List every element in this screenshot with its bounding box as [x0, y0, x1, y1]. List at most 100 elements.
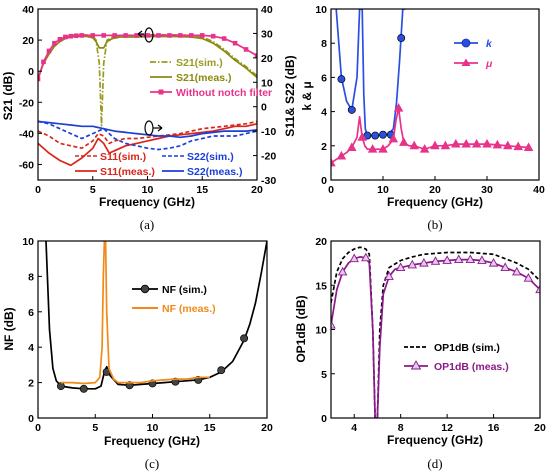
panel-d-ticks: 4 8 12 16 20 0 5 10 15 20	[315, 236, 546, 434]
legend-marker-op-meas	[410, 360, 422, 370]
data-point-without-notch-filter	[210, 33, 216, 39]
y-right-tick-label: 0	[261, 102, 267, 114]
y-right-tick-label: 20	[261, 53, 273, 65]
panel-d-frame	[330, 240, 541, 419]
data-point-op1db-meas-	[488, 257, 499, 267]
panel-b-plot-layer	[331, 9, 534, 167]
panel-b-xlabel: Frequency (GHz)	[387, 195, 483, 209]
data-point--	[461, 138, 471, 148]
data-point-nf-sim-	[217, 366, 226, 375]
data-point-k	[337, 75, 346, 84]
panel-b-ylabel: k & μ	[300, 81, 314, 110]
x-tick-label: 0	[35, 422, 41, 434]
series-line-k	[335, 9, 406, 137]
data-point-op1db-meas-	[337, 266, 348, 276]
data-point-without-notch-filter	[101, 33, 106, 38]
panel-d-legend: OP1dB (sim.) OP1dB (meas.)	[404, 342, 509, 373]
y-tick-label: 4	[321, 107, 327, 119]
data-point-op1db-meas-	[535, 284, 540, 294]
y-right-tick-label: 30	[261, 28, 273, 40]
panel-a-right-axis-arrow	[144, 120, 163, 136]
data-point-without-notch-filter	[46, 48, 52, 54]
x-tick-label: 20	[261, 422, 273, 434]
x-tick-label: 8	[398, 422, 404, 434]
data-point-without-notch-filter	[79, 33, 85, 38]
panel-b-chart: 0 10 20 30 40 0 2 4 6 8 10 Frequency (GHz) (b) k &…	[300, 4, 545, 232]
data-point--	[482, 138, 492, 148]
data-point-op1db-meas-	[442, 255, 452, 264]
legend-marker-k	[461, 38, 471, 48]
panel-b-caption: (b)	[427, 217, 442, 232]
panel-d-ylabel: OP1dB (dB)	[294, 295, 308, 362]
panel-a-legend-bottom: S11(sim.) S22(sim.) S11(meas.) S22(meas.…	[75, 151, 242, 178]
panel-c-legend: NF (sim.) NF (meas.)	[132, 284, 216, 315]
data-point-without-notch-filter	[167, 33, 172, 38]
data-point--	[331, 157, 336, 167]
x-tick-label: 10	[377, 184, 389, 196]
panel-a-plot-layer	[38, 33, 257, 167]
data-point-without-notch-filter	[243, 47, 249, 52]
data-point-without-notch-filter	[178, 33, 183, 38]
panel-a-left-axis-arrow	[137, 27, 154, 43]
legend-label-s22-sim: S22(sim.)	[187, 151, 234, 163]
x-tick-label: 5	[92, 422, 98, 434]
data-point--	[378, 144, 388, 153]
data-point--	[523, 142, 534, 151]
y-tick-label: 2	[28, 378, 34, 390]
legend-label-s22-meas: S22(meas.)	[187, 166, 242, 178]
data-point--	[430, 140, 440, 150]
panel-c-frame	[37, 240, 268, 419]
x-tick-label: 0	[328, 184, 334, 196]
panel-d-plot-layer	[331, 246, 540, 418]
y-tick-label: 8	[28, 271, 34, 283]
panel-d-caption: (d)	[427, 456, 442, 471]
data-point-without-notch-filter	[134, 33, 139, 38]
data-point--	[409, 140, 419, 150]
legend-label-mu: μ	[485, 58, 493, 70]
y-tick-label: 2	[321, 141, 327, 153]
series-line-s22-meas-	[38, 120, 257, 139]
y-tick-label: 0	[28, 413, 34, 425]
data-point-without-notch-filter	[57, 37, 63, 42]
x-tick-label: 30	[481, 184, 493, 196]
y-right-tick-label: -20	[261, 151, 276, 163]
y-tick-label: 4	[28, 342, 34, 354]
x-tick-label: 16	[488, 422, 500, 434]
data-point-without-notch-filter	[38, 76, 41, 82]
data-point-op1db-meas-	[419, 257, 429, 267]
y-tick-label: 8	[321, 38, 327, 50]
panel-a-ylabel-left: S21 (dB)	[1, 72, 15, 121]
panel-a-caption: (a)	[140, 217, 154, 232]
data-point-op1db-meas-	[512, 266, 522, 276]
data-point-k	[371, 131, 380, 140]
data-point-without-notch-filter	[156, 33, 161, 38]
legend-label-s11-sim: S11(sim.)	[100, 151, 146, 163]
x-tick-label: 0	[35, 184, 41, 196]
data-point-nf-sim-	[125, 381, 134, 390]
data-point--	[440, 140, 451, 150]
data-point-k	[397, 34, 406, 43]
data-point-without-notch-filter	[254, 53, 257, 58]
data-point-op1db-meas-	[523, 273, 534, 282]
y-tick-label: 15	[315, 280, 327, 292]
y-right-tick-label: -10	[261, 126, 276, 138]
data-point--	[492, 139, 503, 149]
data-point-without-notch-filter	[189, 33, 194, 38]
y-tick-label: 0	[321, 175, 327, 187]
data-point-k	[347, 105, 356, 114]
legend-label-s21-sim: S21(sim.)	[176, 57, 223, 69]
legend-label-s21-meas: S21(meas.)	[176, 72, 231, 84]
y-tick-label: -20	[19, 97, 34, 109]
y-tick-label: 5	[321, 369, 327, 381]
y-tick-label: 20	[315, 236, 327, 248]
series-line-s11-sim-	[38, 120, 257, 150]
data-point-op1db-meas-	[453, 254, 464, 264]
series-line--	[331, 107, 529, 164]
data-point--	[347, 142, 357, 151]
data-point-op1db-meas-	[430, 256, 441, 265]
x-tick-label: 10	[142, 184, 154, 196]
x-tick-label: 20	[251, 184, 263, 196]
panel-c-plot-layer	[45, 241, 267, 393]
data-point-op1db-meas-	[384, 271, 394, 280]
